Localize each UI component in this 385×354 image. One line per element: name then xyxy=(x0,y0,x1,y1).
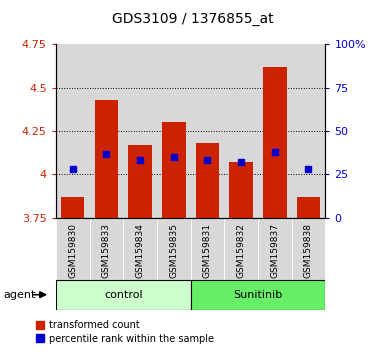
Bar xyxy=(56,218,89,280)
Bar xyxy=(162,122,186,218)
Bar xyxy=(95,100,118,218)
Legend: transformed count, percentile rank within the sample: transformed count, percentile rank withi… xyxy=(36,320,214,344)
Bar xyxy=(89,218,123,280)
Text: GSM159838: GSM159838 xyxy=(304,223,313,278)
Text: GDS3109 / 1376855_at: GDS3109 / 1376855_at xyxy=(112,12,273,27)
Bar xyxy=(157,218,191,280)
Text: control: control xyxy=(104,290,142,300)
Text: GSM159831: GSM159831 xyxy=(203,223,212,278)
Bar xyxy=(292,44,325,218)
Bar xyxy=(123,218,157,280)
Text: GSM159834: GSM159834 xyxy=(136,223,144,278)
Bar xyxy=(157,44,191,218)
Bar xyxy=(263,67,286,218)
Bar xyxy=(128,145,152,218)
Bar xyxy=(191,218,224,280)
Bar xyxy=(61,197,84,218)
Bar xyxy=(229,162,253,218)
Bar xyxy=(297,197,320,218)
Bar xyxy=(224,44,258,218)
Text: GSM159832: GSM159832 xyxy=(237,223,246,278)
Bar xyxy=(258,44,292,218)
Text: Sunitinib: Sunitinib xyxy=(233,290,283,300)
Text: GSM159833: GSM159833 xyxy=(102,223,111,278)
Bar xyxy=(89,44,123,218)
Bar xyxy=(224,218,258,280)
Bar xyxy=(292,218,325,280)
Bar xyxy=(56,44,89,218)
Bar xyxy=(258,218,292,280)
Text: GSM159830: GSM159830 xyxy=(68,223,77,278)
Bar xyxy=(56,280,191,310)
Text: agent: agent xyxy=(4,290,36,300)
Bar xyxy=(196,143,219,218)
Bar xyxy=(123,44,157,218)
Text: GSM159837: GSM159837 xyxy=(270,223,279,278)
Text: GSM159835: GSM159835 xyxy=(169,223,178,278)
Bar xyxy=(191,280,325,310)
Bar xyxy=(191,44,224,218)
